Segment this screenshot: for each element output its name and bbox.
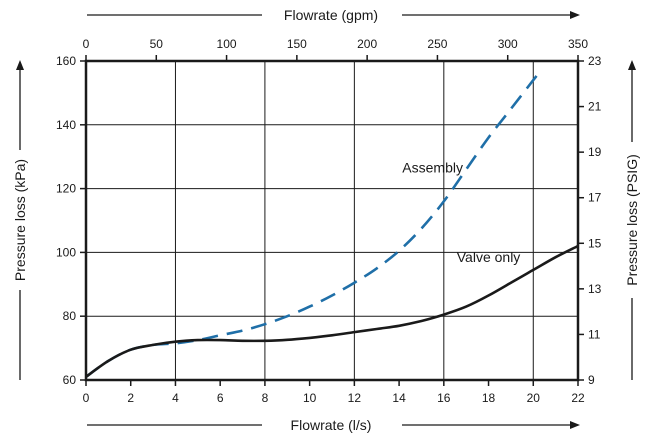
x-bottom-tick-label: 14 — [392, 391, 406, 405]
top-axis-title-group: Flowrate (gpm) — [87, 7, 580, 23]
series-group — [85, 68, 579, 378]
annotation-assembly: Assembly — [402, 160, 463, 176]
x-bottom-tick-label: 20 — [527, 391, 541, 405]
x-top-tick-label: 300 — [498, 37, 518, 51]
right-axis-title: Pressure loss (PSIG) — [624, 154, 640, 285]
top-axis-arrowhead — [570, 11, 580, 19]
y-left-tick-label: 80 — [63, 309, 77, 323]
y-right-tick-label: 13 — [588, 282, 602, 296]
plot-frame — [84, 59, 580, 382]
x-top-tick-label: 350 — [568, 37, 588, 51]
x-bottom-tick-label: 12 — [348, 391, 362, 405]
y-left-tick-label: 100 — [56, 245, 76, 259]
y-left-tick-label: 140 — [56, 118, 76, 132]
x-top-tick-label: 250 — [427, 37, 447, 51]
right-axis-title-group: Pressure loss (PSIG) — [624, 60, 640, 380]
bottom-axis-title: Flowrate (l/s) — [291, 417, 372, 433]
y-right-tick-label: 9 — [588, 373, 595, 387]
x-bottom-tick-label: 0 — [83, 391, 90, 405]
y-right-tick-label: 23 — [588, 54, 602, 68]
top-axis-title: Flowrate (gpm) — [284, 7, 378, 23]
x-top-tick-label: 200 — [357, 37, 377, 51]
annotation-group: Assembly Valve only — [402, 160, 520, 265]
x-bottom-tick-label: 2 — [127, 391, 134, 405]
x-bottom-tick-label: 4 — [172, 391, 179, 405]
x-top-tick-label: 50 — [150, 37, 164, 51]
x-top-tick-label: 100 — [217, 37, 237, 51]
y-right-tick-label: 17 — [588, 191, 602, 205]
y-left-tick-label: 60 — [63, 373, 77, 387]
x-bottom-tick-label: 10 — [303, 391, 317, 405]
y-left-tick-label: 160 — [56, 54, 76, 68]
series-line-assembly — [85, 68, 544, 378]
tick-group: 0 2 4 6 8 10 12 14 16 18 20 22 0 50 100 150 200 250 300 350… — [56, 37, 602, 405]
x-bottom-tick-label: 22 — [571, 391, 585, 405]
x-bottom-tick-label: 8 — [262, 391, 269, 405]
grid — [86, 61, 578, 380]
x-bottom-tick-label: 18 — [482, 391, 496, 405]
y-right-tick-label: 15 — [588, 236, 602, 250]
x-top-tick-label: 0 — [83, 37, 90, 51]
y-right-tick-label: 19 — [588, 145, 602, 159]
left-axis-title-group: Pressure loss (kPa) — [12, 60, 28, 380]
right-axis-arrowhead — [628, 60, 636, 70]
bottom-axis-arrowhead — [570, 421, 580, 429]
x-bottom-tick-label: 6 — [217, 391, 224, 405]
bottom-axis-title-group: Flowrate (l/s) — [87, 417, 580, 433]
series-line-valve-only — [85, 244, 579, 378]
left-axis-arrowhead — [16, 60, 24, 70]
x-top-tick-label: 150 — [287, 37, 307, 51]
left-axis-title: Pressure loss (kPa) — [12, 159, 28, 281]
y-right-tick-label: 21 — [588, 100, 602, 114]
y-right-tick-label: 11 — [588, 327, 601, 341]
x-bottom-tick-label: 16 — [437, 391, 451, 405]
y-left-tick-label: 120 — [56, 182, 76, 196]
annotation-valve-only: Valve only — [457, 249, 521, 265]
